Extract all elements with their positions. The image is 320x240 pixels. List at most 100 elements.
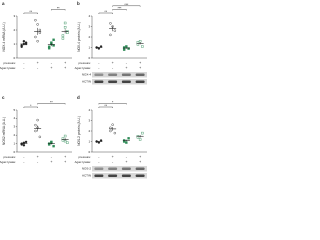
data-point [127, 137, 130, 140]
y-tick-label: 2 [89, 35, 91, 39]
y-axis-label: NOX-4 protein (A.U.) [77, 22, 81, 52]
condition-value: + [139, 61, 141, 65]
condition-value: - [23, 61, 25, 65]
panel-letter: c [2, 95, 5, 100]
condition-label: pressure: [78, 155, 91, 159]
significance-label: * [112, 100, 114, 104]
data-point [24, 140, 28, 144]
condition-value: + [50, 66, 52, 70]
data-point [109, 22, 112, 25]
data-point [36, 23, 39, 26]
data-point [138, 138, 142, 141]
data-point [63, 26, 67, 29]
condition-value: - [51, 61, 53, 65]
condition-label: Agac lysate: [0, 160, 16, 164]
data-point [61, 37, 65, 40]
condition-value: - [23, 160, 25, 164]
condition-value: + [112, 61, 114, 65]
blot-band [108, 80, 118, 83]
significance-label: ** [104, 10, 107, 14]
blot-band [121, 167, 131, 170]
condition-value: + [139, 155, 141, 159]
condition-value: - [98, 160, 100, 164]
condition-value: - [98, 155, 100, 159]
blot-band [135, 174, 145, 177]
y-tick-label: 1 [14, 141, 16, 145]
data-point [38, 28, 42, 32]
y-axis-label: NOS-2 protein (A.U.) [77, 116, 81, 146]
data-point [38, 135, 42, 139]
y-tick-label: 0 [89, 150, 91, 154]
condition-value: - [23, 66, 25, 70]
condition-value: - [51, 155, 53, 159]
data-point [38, 31, 42, 34]
data-point [122, 140, 126, 143]
significance-bracket [37, 103, 66, 105]
data-point [52, 38, 55, 41]
data-point [141, 131, 144, 135]
significance-bracket [112, 5, 141, 7]
condition-label: Agac lysate: [75, 160, 92, 164]
panel-letter: d [77, 95, 80, 100]
data-point [63, 21, 67, 25]
condition-value: + [50, 160, 52, 164]
condition-value: + [125, 160, 127, 164]
data-point [66, 31, 69, 34]
condition-value: - [37, 66, 39, 70]
blot-band [121, 174, 131, 177]
y-tick-label: 0 [89, 56, 91, 60]
data-point [22, 144, 26, 147]
condition-value: + [112, 155, 114, 159]
y-tick-label: 4 [89, 108, 91, 112]
blot-background [92, 173, 147, 179]
data-point [99, 45, 103, 48]
y-tick-label: 1 [89, 45, 91, 49]
condition-value: - [112, 66, 114, 70]
data-point [20, 45, 23, 48]
condition-value: - [126, 61, 128, 65]
y-tick-label: 0 [14, 150, 16, 154]
significance-bracket [98, 103, 127, 105]
condition-value: - [126, 155, 128, 159]
y-tick-label: 3 [14, 125, 16, 129]
significance-label: ** [57, 6, 60, 10]
condition-value: + [64, 61, 66, 65]
data-point [136, 41, 140, 44]
data-point [99, 139, 103, 142]
blot-background [92, 79, 147, 85]
blot-label: NOS-2 [82, 167, 92, 171]
condition-value: - [98, 66, 100, 70]
significance-label: * [30, 104, 32, 108]
data-point [52, 144, 55, 148]
data-point [122, 46, 126, 49]
data-point [66, 141, 69, 144]
data-point [34, 35, 37, 39]
condition-value: + [64, 160, 66, 164]
blot-band [121, 73, 131, 76]
data-point [34, 19, 37, 22]
data-point [22, 40, 26, 43]
condition-label: Agac lysate: [0, 66, 16, 70]
significance-bracket [112, 9, 127, 11]
data-point [34, 129, 37, 133]
significance-label: ** [29, 10, 32, 14]
panel-letter: b [77, 1, 80, 6]
condition-value: + [64, 66, 66, 70]
data-point [138, 40, 142, 43]
condition-value: - [98, 61, 100, 65]
significance-label: ** [50, 100, 53, 104]
significance-bracket [98, 106, 113, 108]
blot-label: NOX-4 [82, 73, 92, 77]
blot-band [94, 80, 104, 83]
condition-value: + [125, 66, 127, 70]
y-tick-label: 4 [14, 116, 16, 120]
data-point [141, 45, 144, 48]
y-tick-label: 4 [89, 14, 91, 18]
blot-background [92, 72, 147, 78]
y-tick-label: 5 [14, 108, 16, 112]
data-point [109, 126, 112, 130]
blot-band [108, 167, 118, 170]
data-point [113, 29, 117, 32]
condition-value: - [112, 160, 114, 164]
